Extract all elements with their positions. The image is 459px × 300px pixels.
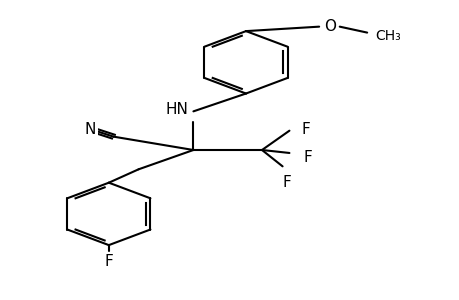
Text: HN: HN [166,102,189,117]
Text: O: O [324,19,336,34]
Text: F: F [282,175,291,190]
Text: F: F [302,150,311,165]
Text: F: F [300,122,309,137]
Text: CH₃: CH₃ [374,28,400,43]
Text: N: N [84,122,96,137]
Text: F: F [104,254,113,269]
